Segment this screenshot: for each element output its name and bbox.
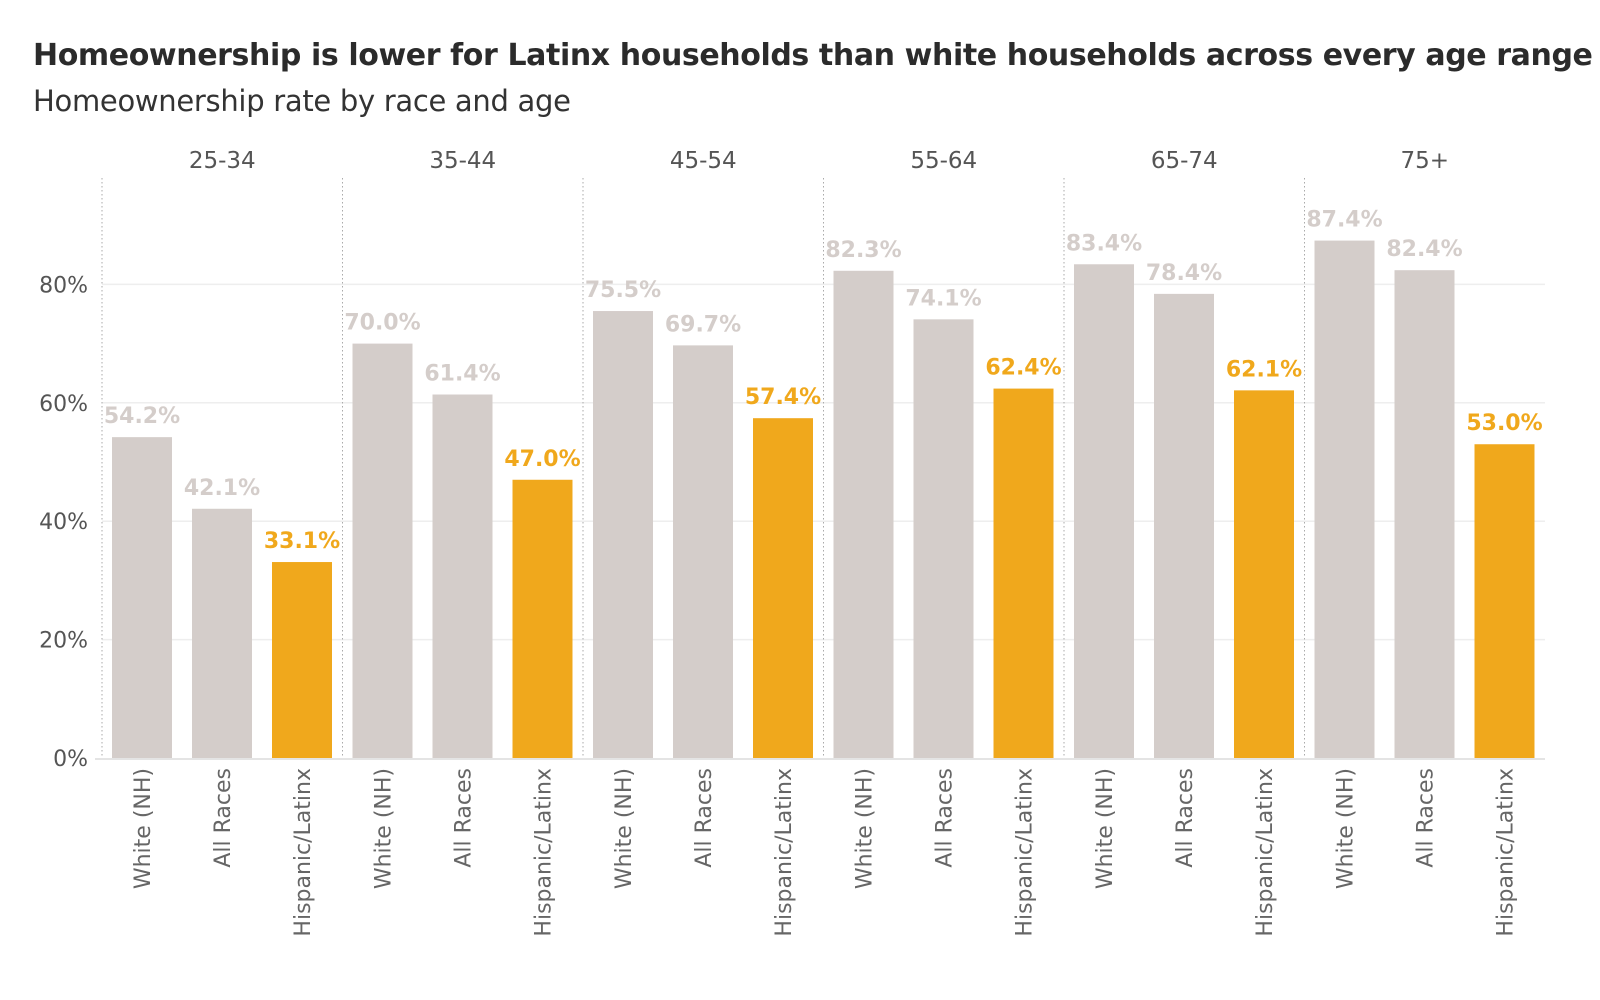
category-labels: White (NH) All Races Hispanic/Latinx White … (131, 768, 1519, 937)
y-tick-label: 0% (53, 747, 88, 772)
data-label: 62.1% (1226, 357, 1302, 382)
bar (593, 311, 653, 758)
category-label: All Races (692, 768, 717, 868)
category-label: White (NH) (131, 768, 156, 889)
category-label: Hispanic/Latinx (1253, 768, 1278, 937)
data-label: 33.1% (264, 529, 340, 554)
data-label: 54.2% (104, 404, 180, 429)
bar (512, 479, 573, 758)
bar (1074, 264, 1134, 758)
data-label: 78.4% (1146, 261, 1222, 286)
category-label: White (NH) (853, 768, 878, 889)
data-label: 69.7% (665, 312, 741, 337)
bar (673, 345, 733, 758)
bar (753, 418, 813, 758)
group-label: 65-74 (1151, 148, 1218, 174)
category-label: All Races (452, 768, 477, 868)
bar (272, 562, 332, 758)
group-label: 75+ (1400, 148, 1449, 174)
data-label: 82.4% (1386, 237, 1462, 262)
chart-title: Homeownership is lower for Latinx househ… (33, 38, 1593, 73)
bars (112, 240, 1535, 759)
category-label: Hispanic/Latinx (1494, 768, 1519, 937)
bar (112, 437, 172, 758)
data-label: 82.3% (825, 238, 901, 263)
data-label: 53.0% (1466, 411, 1542, 436)
group-label: 45-54 (670, 148, 737, 174)
data-label: 83.4% (1066, 231, 1142, 256)
group-label: 55-64 (910, 148, 977, 174)
category-label: White (NH) (1334, 768, 1359, 889)
data-label: 75.5% (585, 278, 661, 303)
group-labels: 25-34 35-44 45-54 55-64 65-74 75+ (189, 148, 1449, 174)
y-tick-label: 60% (39, 392, 88, 417)
category-label: All Races (1414, 768, 1439, 868)
group-label: 25-34 (189, 148, 256, 174)
bar (352, 343, 413, 758)
bar (1314, 240, 1375, 759)
data-label: 61.4% (424, 362, 500, 387)
y-axis: 0% 20% 40% 60% 80% (39, 273, 88, 772)
group-label: 35-44 (429, 148, 496, 174)
category-label: Hispanic/Latinx (1013, 768, 1038, 937)
bar (192, 508, 252, 758)
data-label: 74.1% (905, 286, 981, 311)
data-label: 47.0% (504, 447, 580, 472)
bar (833, 270, 894, 758)
data-label: 42.1% (184, 476, 260, 501)
bar (1154, 293, 1214, 758)
data-label: 70.0% (344, 311, 420, 336)
category-label: All Races (1173, 768, 1198, 868)
bar (1394, 270, 1455, 758)
data-label: 87.4% (1306, 208, 1382, 233)
bar (1234, 390, 1294, 758)
y-tick-label: 40% (39, 510, 88, 535)
y-tick-label: 20% (39, 629, 88, 654)
data-label: 57.4% (745, 385, 821, 410)
y-tick-label: 80% (39, 273, 88, 298)
data-label: 62.4% (985, 356, 1061, 381)
bar (1474, 444, 1535, 758)
bar (993, 388, 1054, 758)
category-label: All Races (211, 768, 236, 868)
category-label: Hispanic/Latinx (291, 768, 316, 937)
category-label: Hispanic/Latinx (772, 768, 797, 937)
bar (432, 394, 493, 758)
chart-subtitle: Homeownership rate by race and age (33, 84, 571, 118)
value-labels: 54.2% 42.1% 33.1% 70.0% 61.4% 47.0% 75.5%69.7%… (104, 208, 1543, 554)
category-label: White (NH) (372, 768, 397, 889)
category-label: All Races (933, 768, 958, 868)
category-label: Hispanic/Latinx (532, 768, 557, 937)
group-dividers (101, 178, 1305, 758)
category-label: White (NH) (1093, 768, 1118, 889)
category-label: White (NH) (612, 768, 637, 889)
bar (913, 319, 974, 758)
